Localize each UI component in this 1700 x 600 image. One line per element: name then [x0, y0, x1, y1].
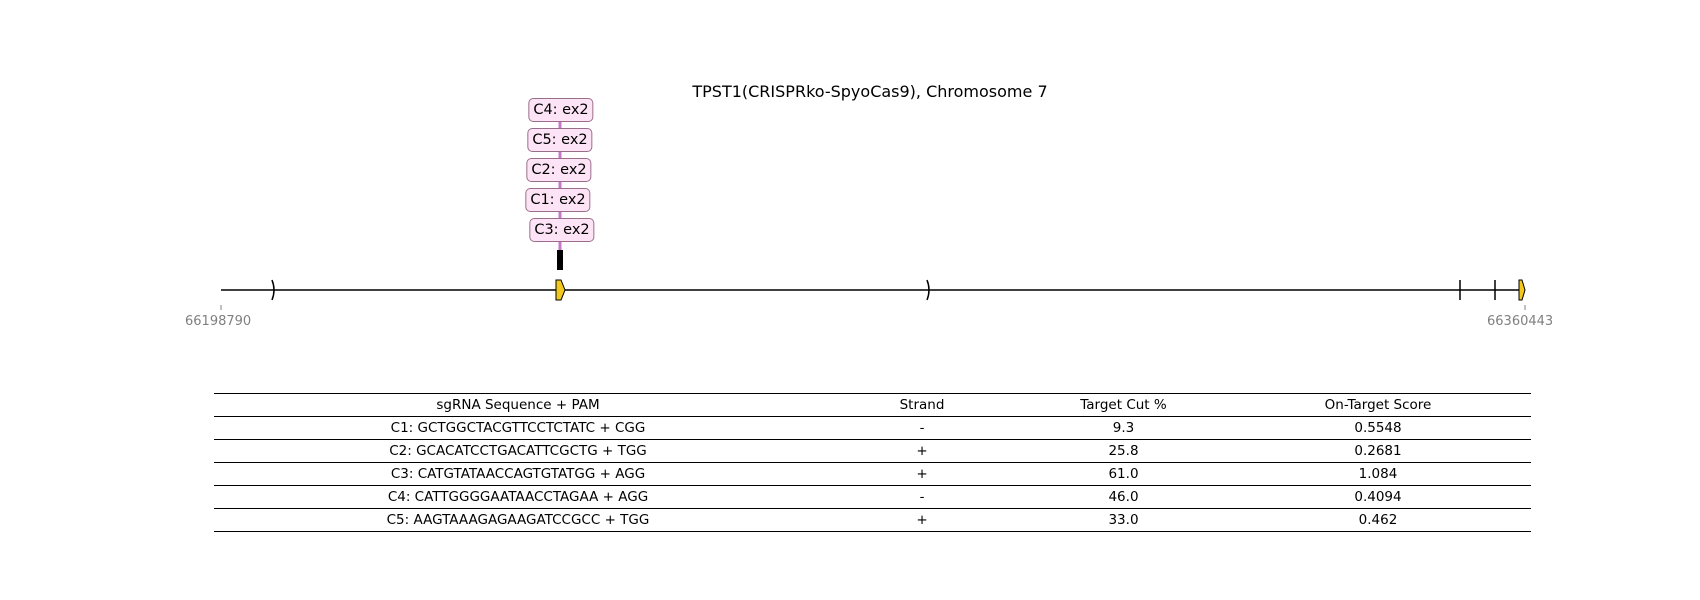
table-cell: + [822, 508, 1022, 532]
guide-label: C1: ex2 [525, 188, 591, 212]
table-row: C3: CATGTATAACCAGTGTATGG + AGG + 61.0 1.… [214, 462, 1531, 486]
guide-table: sgRNA Sequence + PAM Strand Target Cut %… [214, 393, 1531, 532]
table-header-row: sgRNA Sequence + PAM Strand Target Cut %… [214, 393, 1531, 417]
guide-label: C2: ex2 [526, 158, 592, 182]
guide-label: C3: ex2 [529, 218, 595, 242]
cut-site-marker [557, 250, 563, 270]
table-cell: 0.5548 [1225, 416, 1531, 440]
table-cell: C3: CATGTATAACCAGTGTATGG + AGG [214, 462, 822, 486]
table-cell: 1.084 [1225, 462, 1531, 486]
table-cell: - [822, 416, 1022, 440]
table-cell: - [822, 485, 1022, 509]
chart-title: TPST1(CRISPRko-SpyoCas9), Chromosome 7 [692, 82, 1048, 101]
table-cell: C4: CATTGGGGAATAACCTAGAA + AGG [214, 485, 822, 509]
table-cell: 46.0 [1022, 485, 1225, 509]
table-row: C2: GCACATCCTGACATTCGCTG + TGG + 25.8 0.… [214, 439, 1531, 463]
column-header-cut: Target Cut % [1022, 393, 1225, 417]
table-cell: C1: GCTGGCTACGTTCCTCTATC + CGG [214, 416, 822, 440]
guide-label: C4: ex2 [528, 98, 594, 122]
end-coordinate: 66360443 [1487, 314, 1554, 329]
table-cell: C5: AAGTAAAGAGAAGATCCGCC + TGG [214, 508, 822, 532]
start-coordinate: 66198790 [185, 314, 252, 329]
table-cell: 33.0 [1022, 508, 1225, 532]
column-header-strand: Strand [822, 393, 1022, 417]
table-cell: C2: GCACATCCTGACATTCGCTG + TGG [214, 439, 822, 463]
table-cell: 9.3 [1022, 416, 1225, 440]
guide-label: C5: ex2 [527, 128, 593, 152]
exon-marker [926, 279, 930, 301]
gene-track [220, 120, 1526, 310]
exon-marker [271, 279, 275, 301]
table-cell: + [822, 439, 1022, 463]
table-row: C5: AAGTAAAGAGAAGATCCGCC + TGG + 33.0 0.… [214, 508, 1531, 532]
table-cell: 0.462 [1225, 508, 1531, 532]
column-header-score: On-Target Score [1225, 393, 1531, 417]
table-cell: 25.8 [1022, 439, 1225, 463]
exon-highlight [555, 279, 566, 301]
exon-highlight [1518, 279, 1526, 301]
table-row: C4: CATTGGGGAATAACCTAGAA + AGG - 46.0 0.… [214, 485, 1531, 509]
table-row: C1: GCTGGCTACGTTCCTCTATC + CGG - 9.3 0.5… [214, 416, 1531, 440]
table-cell: 0.4094 [1225, 485, 1531, 509]
column-header-sequence: sgRNA Sequence + PAM [214, 393, 822, 417]
table-cell: + [822, 462, 1022, 486]
table-cell: 0.2681 [1225, 439, 1531, 463]
table-cell: 61.0 [1022, 462, 1225, 486]
